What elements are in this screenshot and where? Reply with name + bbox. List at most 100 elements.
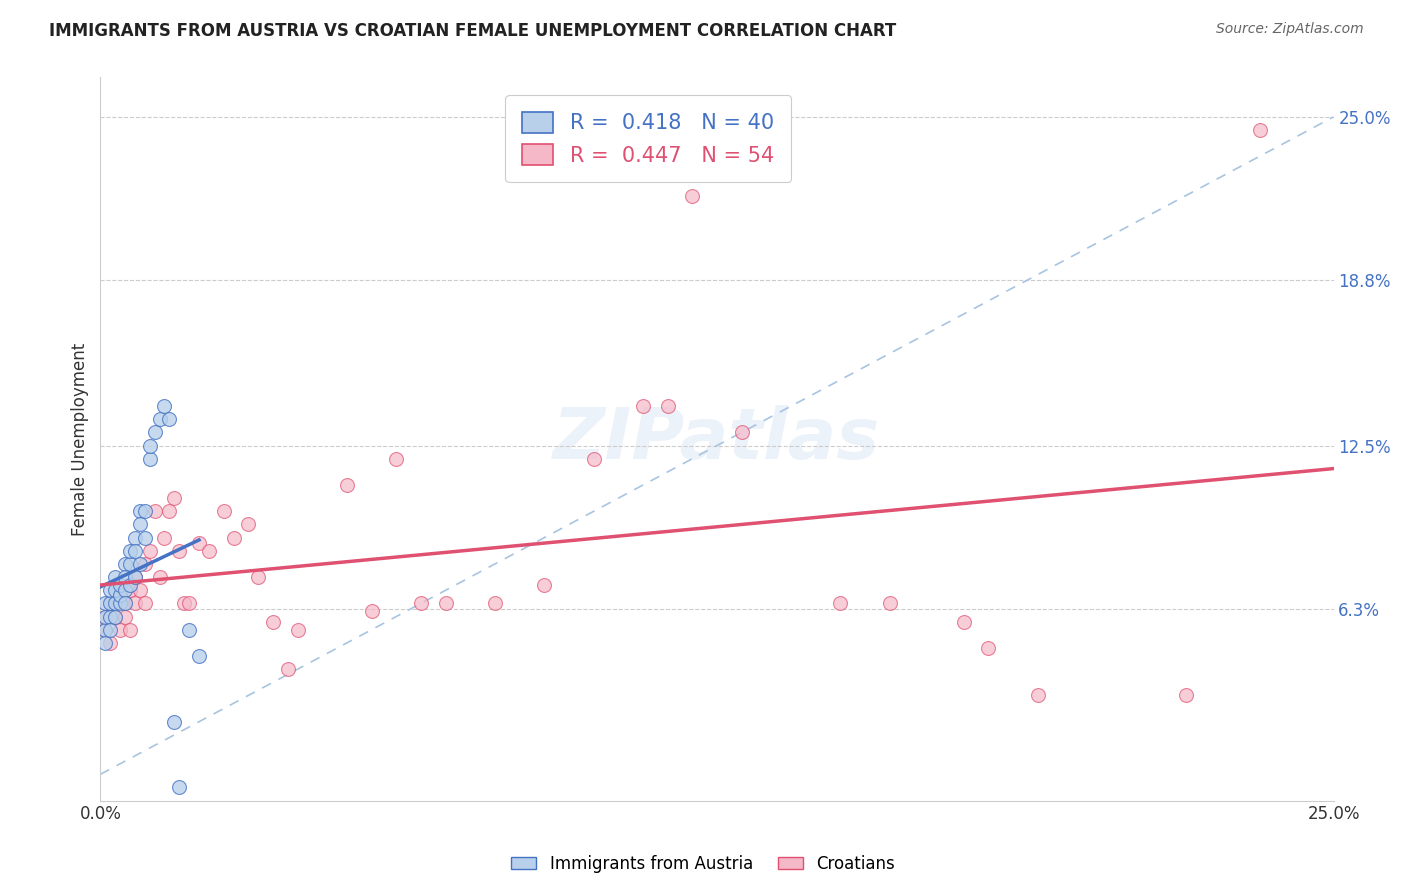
Point: [262, 615, 284, 629]
Point: [114, 609, 136, 624]
Point: [94, 609, 117, 624]
Point: [94, 623, 117, 637]
Point: [188, 648, 211, 663]
Point: [631, 399, 654, 413]
Point: [104, 609, 127, 624]
Point: [409, 596, 432, 610]
Point: [134, 504, 156, 518]
Point: [98, 636, 121, 650]
Point: [138, 439, 160, 453]
Point: [104, 583, 127, 598]
Point: [533, 578, 555, 592]
Point: [179, 596, 201, 610]
Point: [98, 596, 121, 610]
Point: [188, 536, 211, 550]
Point: [163, 491, 186, 506]
Point: [287, 623, 309, 637]
Point: [108, 623, 131, 637]
Text: Source: ZipAtlas.com: Source: ZipAtlas.com: [1216, 22, 1364, 37]
Point: [977, 641, 1000, 656]
Point: [114, 596, 136, 610]
Point: [104, 609, 127, 624]
Point: [212, 504, 235, 518]
Point: [118, 583, 141, 598]
Point: [128, 504, 150, 518]
Point: [108, 578, 131, 592]
Point: [657, 399, 679, 413]
Point: [98, 609, 121, 624]
Point: [118, 623, 141, 637]
Point: [879, 596, 901, 610]
Point: [582, 451, 605, 466]
Point: [198, 543, 221, 558]
Point: [124, 570, 146, 584]
Point: [143, 504, 166, 518]
Point: [128, 557, 150, 571]
Point: [98, 583, 121, 598]
Point: [134, 596, 156, 610]
Point: [124, 596, 146, 610]
Point: [108, 589, 131, 603]
Point: [163, 714, 186, 729]
Point: [114, 596, 136, 610]
Point: [104, 596, 127, 610]
Point: [118, 578, 141, 592]
Text: IMMIGRANTS FROM AUSTRIA VS CROATIAN FEMALE UNEMPLOYMENT CORRELATION CHART: IMMIGRANTS FROM AUSTRIA VS CROATIAN FEMA…: [49, 22, 897, 40]
Point: [730, 425, 752, 440]
Point: [153, 399, 176, 413]
Point: [153, 531, 176, 545]
Legend: R =  0.418   N = 40, R =  0.447   N = 54: R = 0.418 N = 40, R = 0.447 N = 54: [505, 95, 792, 182]
Point: [124, 543, 146, 558]
Legend: Immigrants from Austria, Croatians: Immigrants from Austria, Croatians: [505, 848, 901, 880]
Point: [118, 557, 141, 571]
Point: [169, 780, 191, 795]
Point: [114, 557, 136, 571]
Y-axis label: Female Unemployment: Female Unemployment: [72, 343, 89, 536]
Point: [138, 543, 160, 558]
Point: [94, 636, 117, 650]
Point: [247, 570, 270, 584]
Point: [385, 451, 408, 466]
Point: [173, 596, 195, 610]
Point: [148, 570, 170, 584]
Point: [134, 557, 156, 571]
Point: [1249, 123, 1271, 137]
Point: [128, 517, 150, 532]
Point: [1174, 689, 1197, 703]
Point: [238, 517, 260, 532]
Point: [118, 543, 141, 558]
Point: [94, 609, 117, 624]
Point: [104, 570, 127, 584]
Point: [148, 412, 170, 426]
Text: ZIPatlas: ZIPatlas: [553, 405, 880, 474]
Point: [108, 589, 131, 603]
Point: [114, 570, 136, 584]
Point: [360, 604, 382, 618]
Point: [94, 623, 117, 637]
Point: [952, 615, 974, 629]
Point: [128, 583, 150, 598]
Point: [434, 596, 457, 610]
Point: [169, 543, 191, 558]
Point: [1026, 689, 1049, 703]
Point: [222, 531, 245, 545]
Point: [124, 570, 146, 584]
Point: [124, 531, 146, 545]
Point: [157, 504, 180, 518]
Point: [114, 583, 136, 598]
Point: [179, 623, 201, 637]
Point: [157, 412, 180, 426]
Point: [108, 596, 131, 610]
Point: [98, 623, 121, 637]
Point: [484, 596, 506, 610]
Point: [830, 596, 852, 610]
Point: [94, 596, 117, 610]
Point: [336, 478, 359, 492]
Point: [134, 531, 156, 545]
Point: [143, 425, 166, 440]
Point: [104, 596, 127, 610]
Point: [98, 596, 121, 610]
Point: [681, 188, 703, 202]
Point: [277, 662, 299, 676]
Point: [138, 451, 160, 466]
